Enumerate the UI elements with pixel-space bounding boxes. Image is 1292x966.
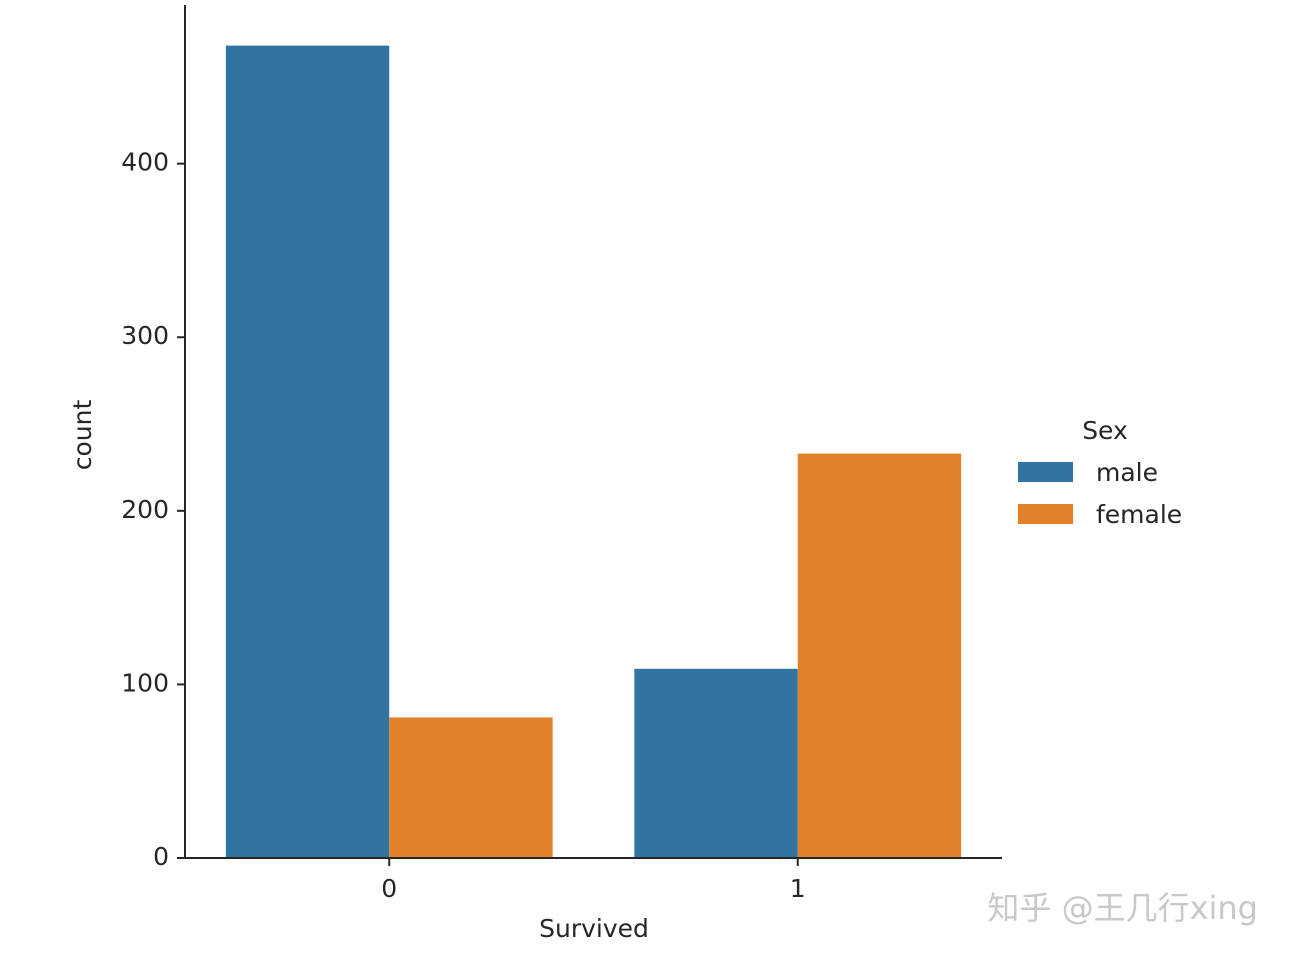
y-axis-label: count bbox=[68, 400, 97, 471]
x-tick-label: 0 bbox=[381, 874, 397, 903]
legend-label: male bbox=[1096, 458, 1158, 487]
bar bbox=[389, 717, 553, 858]
watermark: 知乎 @王几行xing bbox=[987, 889, 1258, 927]
legend-swatch bbox=[1018, 504, 1073, 524]
legend-title: Sex bbox=[1082, 416, 1128, 445]
y-tick-label: 300 bbox=[121, 321, 169, 350]
x-axis-label: Survived bbox=[539, 914, 649, 943]
y-tick-label: 100 bbox=[121, 668, 169, 697]
bar bbox=[634, 668, 798, 858]
x-tick-label: 1 bbox=[790, 874, 806, 903]
legend-swatch bbox=[1018, 462, 1073, 482]
bar bbox=[225, 45, 390, 859]
y-tick-label: 400 bbox=[121, 148, 169, 177]
legend-label: female bbox=[1096, 500, 1182, 529]
y-tick-label: 200 bbox=[121, 495, 169, 524]
y-tick-label: 0 bbox=[153, 842, 169, 871]
bar bbox=[797, 453, 962, 858]
